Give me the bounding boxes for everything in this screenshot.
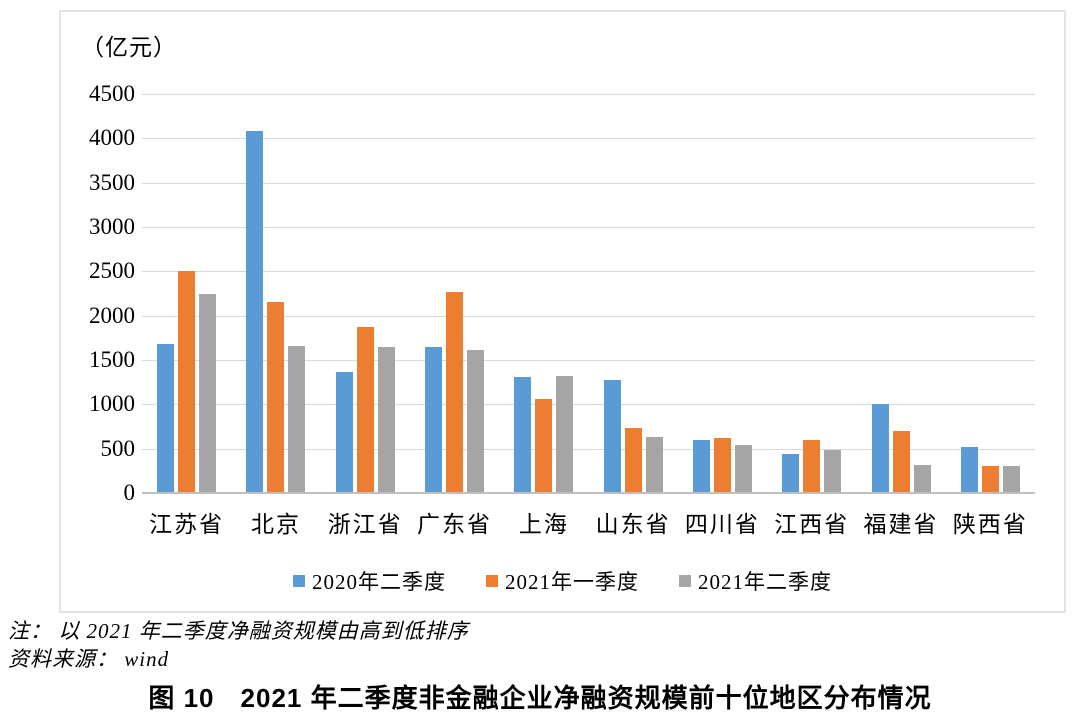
y-axis-labels: 0 500 1000 1500 2000 2500 3000 3500 4000 4500	[67, 12, 135, 611]
y-axis-tick-label: 0	[123, 480, 136, 505]
bar-2021年二季度-山东省	[645, 437, 663, 493]
bar-2020年二季度-福建省	[871, 404, 889, 493]
x-axis-tick-label: 陕西省	[952, 512, 1028, 537]
figure-title: 2021 年二季度非金融企业净融资规模前十位地区分布情况	[240, 683, 932, 713]
x-axis-tick-label: 江苏省	[149, 512, 225, 537]
y-axis-tick-label: 3000	[89, 214, 135, 239]
legend-item-2021年一季度: 2021年一季度	[486, 566, 639, 596]
y-axis-tick-label: 500	[100, 435, 136, 461]
gridline	[142, 271, 1035, 273]
gridline	[142, 227, 1035, 228]
bar-2020年二季度-江苏省	[157, 344, 175, 493]
bar-2021年一季度-北京	[267, 302, 285, 493]
bar-group-四川省	[678, 94, 767, 493]
bars	[142, 94, 1035, 493]
bar-2021年一季度-陕西省	[981, 466, 999, 493]
bar-group-上海	[499, 94, 588, 493]
legend-swatch-icon	[486, 575, 498, 587]
legend: 2020年二季度 2021年一季度 2021年二季度	[61, 566, 1064, 596]
y-axis-tick-label: 2500	[89, 258, 135, 284]
bar-2020年二季度-上海	[514, 376, 532, 493]
x-axis-tick-label: 福建省	[863, 512, 939, 537]
gridline	[142, 404, 1035, 406]
legend-item-2020年二季度: 2020年二季度	[293, 566, 446, 596]
figure-number: 图 10	[148, 683, 215, 713]
bar-2021年二季度-广东省	[467, 350, 485, 493]
x-axis-tick-label: 四川省	[684, 512, 760, 537]
bar-2021年一季度-广东省	[446, 291, 464, 493]
x-axis-tick-label: 广东省	[417, 512, 493, 537]
bar-2020年二季度-广东省	[425, 346, 443, 493]
bar-group-山东省	[588, 94, 677, 493]
bar-2021年一季度-江苏省	[178, 271, 196, 493]
bar-2021年二季度-上海	[556, 375, 574, 493]
legend-swatch-icon	[293, 575, 305, 587]
legend-label: 2021年二季度	[698, 570, 832, 594]
bar-group-陕西省	[946, 94, 1035, 493]
x-axis-tick-label: 北京	[250, 512, 301, 537]
bar-2021年一季度-上海	[535, 399, 553, 493]
bar-2021年二季度-四川省	[734, 445, 752, 493]
x-axis-tick-label: 浙江省	[327, 512, 403, 537]
bar-2020年二季度-浙江省	[335, 371, 353, 493]
bar-2021年一季度-江西省	[803, 439, 821, 493]
bar-2021年二季度-北京	[288, 345, 306, 493]
chart-area: （亿元） 0 500 1000 1500 2000 2500 3000 3500 4000 450…	[59, 10, 1066, 613]
y-axis-tick-label: 3500	[89, 169, 135, 195]
x-axis-line	[142, 492, 1035, 494]
gridline	[142, 182, 1035, 184]
bar-2020年二季度-陕西省	[960, 446, 978, 493]
source-line: 资料来源： wind	[8, 647, 170, 671]
bar-group-浙江省	[321, 94, 410, 493]
bar-2020年二季度-四川省	[692, 439, 710, 493]
gridline	[142, 315, 1035, 317]
legend-label: 2021年一季度	[505, 570, 639, 594]
y-axis-unit-label: （亿元）	[81, 35, 177, 60]
bar-2021年二季度-福建省	[913, 464, 931, 493]
y-axis-tick-label: 1500	[89, 347, 135, 372]
bar-2021年一季度-四川省	[713, 438, 731, 493]
bar-group-江西省	[767, 94, 856, 493]
legend-label: 2020年二季度	[312, 570, 446, 594]
note-line: 注： 以 2021 年二季度净融资规模由高到低排序	[8, 619, 469, 643]
bar-group-广东省	[410, 94, 499, 493]
bar-2021年二季度-江苏省	[199, 293, 217, 493]
x-axis-labels: 江苏省 北京 浙江省 广东省 上海 山东省 四川省 江西省 福建省 陕西省	[142, 505, 1035, 539]
bar-2021年二季度-浙江省	[377, 346, 395, 493]
x-axis-tick-label: 上海	[518, 512, 569, 537]
bar-2020年二季度-江西省	[782, 454, 800, 493]
figure-caption: 图 10 2021 年二季度非金融企业净融资规模前十位地区分布情况	[0, 678, 1080, 715]
legend-swatch-icon	[679, 575, 691, 587]
bar-2020年二季度-北京	[246, 131, 264, 493]
bar-2020年二季度-山东省	[603, 380, 621, 493]
gridline	[142, 138, 1035, 140]
gridline	[142, 360, 1035, 361]
y-axis-tick-label: 4500	[89, 81, 135, 106]
bar-2021年一季度-福建省	[892, 430, 910, 493]
bar-group-江苏省	[142, 94, 231, 493]
bar-group-福建省	[856, 94, 945, 493]
plot-area	[142, 94, 1035, 494]
y-axis-tick-label: 4000	[89, 125, 135, 151]
chart-notes: 注： 以 2021 年二季度净融资规模由高到低排序 资料来源： wind	[8, 617, 469, 673]
y-axis-tick-label: 2000	[89, 302, 135, 328]
bar-2021年二季度-陕西省	[1002, 466, 1020, 493]
x-axis-tick-label: 江西省	[774, 512, 850, 537]
legend-item-2021年二季度: 2021年二季度	[679, 566, 832, 596]
x-axis-tick-label: 山东省	[595, 512, 671, 537]
bar-2021年一季度-浙江省	[356, 327, 374, 493]
bar-2021年一季度-山东省	[624, 428, 642, 493]
bar-2021年二季度-江西省	[824, 449, 842, 493]
gridline	[142, 94, 1035, 95]
gridline	[142, 448, 1035, 450]
bar-group-北京	[231, 94, 320, 493]
y-axis-tick-label: 1000	[89, 391, 135, 417]
